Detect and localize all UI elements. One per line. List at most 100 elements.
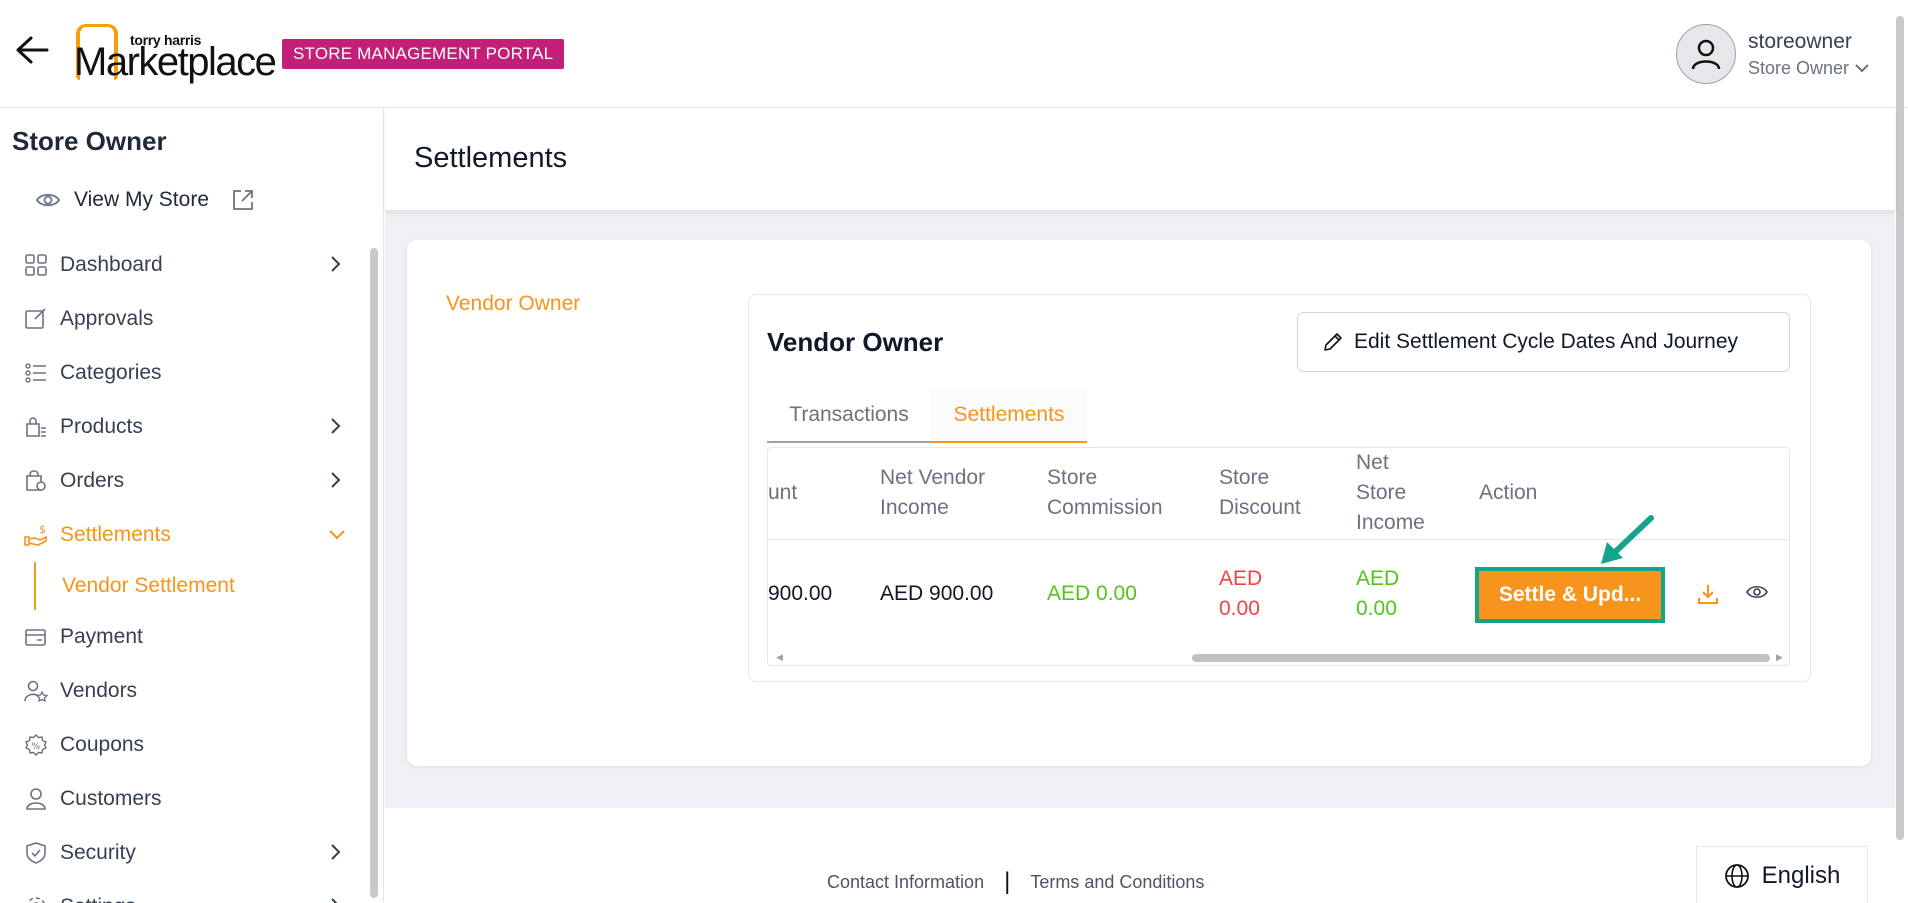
user-role-label: Store Owner — [1748, 57, 1850, 78]
sidebar-item-label: Coupons — [60, 733, 145, 756]
contact-information-link[interactable]: Contact Information — [827, 871, 985, 892]
back-button[interactable] — [12, 30, 52, 70]
chevron-down-icon — [329, 530, 345, 540]
page-header: Settlements — [385, 108, 1895, 210]
logo-main-text: Marketplace — [74, 40, 277, 84]
arrow-left-icon — [16, 36, 49, 64]
edit-settlement-cycle-button[interactable]: Edit Settlement Cycle Dates And Journey — [1297, 312, 1790, 372]
products-icon — [24, 415, 48, 439]
col-header-line: Commission — [1047, 496, 1163, 519]
sidebar-title: Store Owner — [12, 126, 167, 156]
user-icon — [1691, 39, 1721, 70]
marketplace-logo[interactable]: torry harris Marketplace — [74, 22, 277, 84]
customers-icon — [24, 787, 48, 811]
tab-transactions[interactable]: Transactions — [767, 389, 931, 443]
settle-and-update-button[interactable]: Settle & Upd... — [1475, 567, 1665, 623]
sidebar-nav: Dashboard Approvals Categories Products … — [0, 238, 370, 903]
chevron-right-icon — [331, 898, 338, 903]
cell-line: 0.00 — [1219, 597, 1260, 620]
table-header: unt Net Vendor Income Store Commission S… — [768, 448, 1789, 540]
svg-text:$: $ — [39, 523, 46, 536]
user-menu[interactable]: storeowner Store Owner — [1676, 22, 1869, 86]
sidebar-item-label: Approvals — [60, 307, 154, 330]
sidebar-item-payment[interactable]: Payment — [0, 610, 370, 664]
sidebar-item-label: Products — [60, 415, 143, 438]
table-horizontal-scrollbar[interactable]: ◀ ▶ — [768, 650, 1789, 664]
panel-title: Vendor Owner — [767, 327, 944, 357]
vendor-settlement-panel: Vendor Owner Edit Settlement Cycle Dates… — [748, 294, 1811, 682]
annotation-arrow-icon — [1601, 515, 1654, 564]
footer-separator: | — [1004, 868, 1011, 895]
sidebar-item-coupons[interactable]: % Coupons — [0, 718, 370, 772]
tab-settlements[interactable]: Settlements — [931, 389, 1087, 443]
external-link-icon — [233, 190, 253, 210]
settlement-tabs: Transactions Settlements — [767, 389, 1790, 443]
col-header-line: Store — [1219, 466, 1270, 489]
user-name: storeowner — [1748, 29, 1852, 53]
eye-icon — [36, 193, 60, 207]
sidebar-item-categories[interactable]: Categories — [0, 346, 370, 400]
sidebar-item-orders[interactable]: Orders — [0, 454, 370, 508]
vendor-owner-link[interactable]: Vendor Owner — [446, 292, 581, 315]
user-role[interactable]: Store Owner — [1748, 58, 1869, 79]
sidebar: Store Owner View My Store Dashboard Appr… — [0, 108, 384, 903]
portal-badge: STORE MANAGEMENT PORTAL — [282, 39, 565, 69]
sidebar-item-security[interactable]: Security — [0, 826, 370, 880]
terms-and-conditions-link[interactable]: Terms and Conditions — [1030, 871, 1205, 892]
logo-small-text: torry harris — [130, 32, 202, 48]
sidebar-scrollbar[interactable] — [370, 248, 378, 898]
sidebar-item-label: Categories — [60, 361, 162, 384]
categories-icon — [24, 361, 48, 385]
col-header-store-commission: Store Commission — [1047, 463, 1163, 523]
sidebar-item-vendors[interactable]: Vendors — [0, 664, 370, 718]
sidebar-item-approvals[interactable]: Approvals — [0, 292, 370, 346]
cell-line: AED — [1219, 567, 1263, 590]
col-header-line: Income — [1356, 511, 1425, 534]
view-button[interactable] — [1746, 584, 1772, 606]
sidebar-subitem-vendor-settlement[interactable]: Vendor Settlement — [34, 562, 370, 610]
sidebar-item-settings[interactable]: Settings — [0, 880, 370, 903]
col-header-action: Action — [1479, 481, 1538, 504]
pencil-icon — [1324, 333, 1342, 351]
download-icon — [1698, 585, 1718, 604]
scroll-left-icon[interactable]: ◀ — [776, 652, 783, 662]
cell-store-commission: AED 0.00 — [1047, 582, 1137, 605]
page-title: Settlements — [414, 142, 568, 174]
scroll-right-icon[interactable]: ▶ — [1776, 652, 1783, 662]
globe-icon — [1724, 864, 1749, 888]
cell-line: 0.00 — [1356, 597, 1397, 620]
language-selector[interactable]: English — [1696, 846, 1868, 903]
shopping-bag-logo-icon — [76, 24, 118, 80]
settlements-table: unt Net Vendor Income Store Commission S… — [767, 447, 1790, 666]
col-header-net-vendor-income: Net Vendor Income — [880, 463, 985, 523]
sidebar-item-dashboard[interactable]: Dashboard — [0, 238, 370, 292]
col-header-line: Net Vendor — [880, 466, 986, 489]
sidebar-item-settlements[interactable]: $ Settlements — [0, 508, 370, 562]
sidebar-item-customers[interactable]: Customers — [0, 772, 370, 826]
chevron-down-icon — [1855, 64, 1869, 73]
cell-net-store-income: AED 0.00 — [1356, 564, 1399, 624]
cell-amount: 900.00 — [768, 582, 833, 605]
sidebar-item-label: Payment — [60, 625, 143, 648]
page-scrollbar[interactable] — [1896, 16, 1904, 840]
download-button[interactable] — [1696, 582, 1722, 608]
scrollbar-thumb[interactable] — [1192, 654, 1770, 662]
coupons-icon: % — [24, 733, 48, 757]
col-header-net-store-income: Net Store Income — [1356, 448, 1425, 538]
sidebar-item-products[interactable]: Products — [0, 400, 370, 454]
cell-line: AED — [1356, 567, 1400, 590]
language-label: English — [1761, 862, 1841, 889]
dashboard-icon — [24, 253, 48, 277]
avatar — [1676, 24, 1736, 84]
chevron-right-icon — [331, 844, 341, 860]
cell-net-vendor-income: AED 900.00 — [880, 582, 994, 605]
chevron-right-icon — [331, 472, 341, 488]
svg-text:%: % — [32, 742, 41, 752]
col-header-store-discount: Store Discount — [1219, 463, 1301, 523]
chevron-right-icon — [331, 256, 341, 272]
main-content: Settlements Vendor Owner Vendor Owner Ed… — [385, 108, 1895, 903]
view-my-store-link[interactable]: View My Store — [36, 188, 255, 212]
col-header-line: Net — [1356, 451, 1389, 474]
app-header: torry harris Marketplace STORE MANAGEMEN… — [0, 0, 1908, 108]
payment-icon — [24, 625, 48, 649]
